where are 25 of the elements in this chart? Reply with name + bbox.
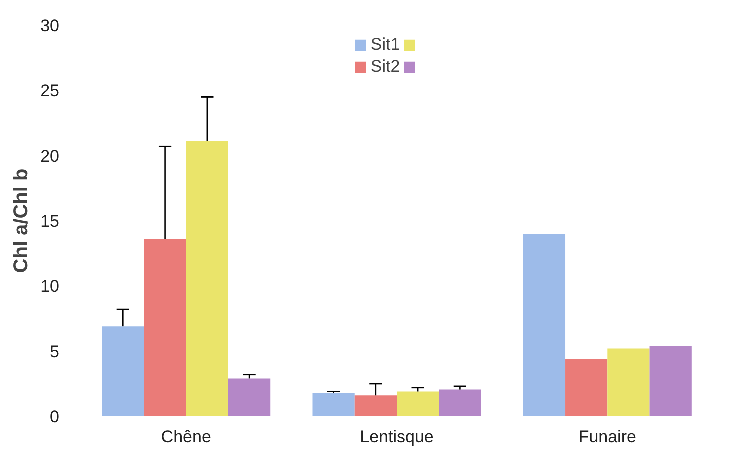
y-tick-label: 20 [40,146,60,166]
y-axis-title: Chl a/Chl b [10,168,33,274]
bar [186,141,228,416]
bar [608,348,650,416]
bar [228,378,271,416]
x-tick-label: Funaire [578,428,636,446]
y-tick-label: 0 [50,408,60,426]
bar [144,239,186,416]
bar [439,390,482,416]
bar [354,396,397,416]
y-tick-label: 30 [40,16,60,36]
y-tick-label: 25 [40,82,60,101]
legend-label: Sit2 [370,57,400,77]
y-tick-label: 15 [40,212,60,231]
y-tick-label: 5 [50,342,60,362]
bar [397,392,440,416]
x-tick-label: Chêne [161,428,212,446]
bar [102,326,144,416]
bar [566,359,608,416]
bar [312,393,355,416]
legend-label: Sit1 [370,35,400,55]
bar [650,346,692,416]
bar [523,234,566,416]
y-tick-label: 10 [40,277,60,296]
x-tick-label: Lentisque [360,428,434,446]
